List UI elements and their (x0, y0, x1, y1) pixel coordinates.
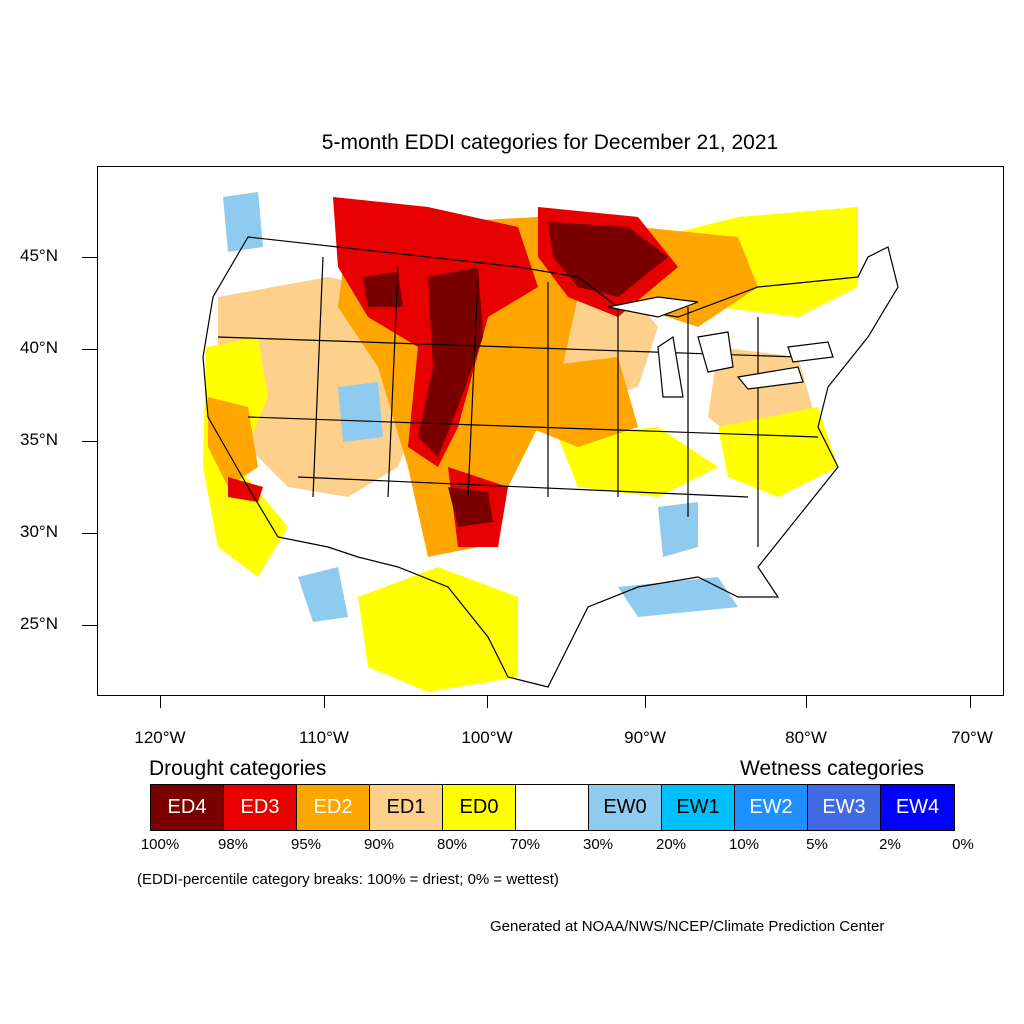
lat-label-45: 45°N (20, 246, 58, 265)
ed4-region (548, 222, 668, 297)
legend-swatch-ed1: ED1 (370, 785, 443, 830)
map-title: 5-month EDDI categories for December 21,… (321, 131, 779, 154)
lat-tick (82, 257, 97, 258)
percentile-label: 90% (363, 836, 395, 853)
boundaries (202, 236, 899, 688)
lon-label-110: 110°W (299, 728, 349, 747)
percentile-label: 95% (290, 836, 322, 853)
ed0-region (558, 427, 718, 497)
ed2-region (528, 357, 638, 447)
legend-swatch-ew0: EW0 (589, 785, 662, 830)
legend-swatch-ew1: EW1 (662, 785, 735, 830)
percentile-label: 10% (728, 836, 760, 853)
ed0-region (203, 337, 288, 577)
percentile-label: 20% (655, 836, 687, 853)
percentile-label: 80% (436, 836, 468, 853)
great-lakes (607, 296, 834, 398)
lon-tick (487, 696, 488, 708)
ew0-region (618, 577, 738, 617)
legend-swatch-ew4: EW4 (881, 785, 954, 830)
lon-tick (324, 696, 325, 708)
lat-label-25: 25°N (20, 614, 58, 633)
lon-tick (970, 696, 971, 708)
percentile-label: 2% (879, 836, 901, 853)
lat-tick (82, 349, 97, 350)
legend-swatch-ed3: ED3 (224, 785, 297, 830)
legend-swatch-ed0: ED0 (443, 785, 516, 830)
legend-swatch-ed2: ED2 (297, 785, 370, 830)
lat-label-35: 35°N (20, 430, 58, 449)
legend-swatch-ed4: ED4 (151, 785, 224, 830)
percentile-label: 30% (582, 836, 614, 853)
category-note: (EDDI-percentile category breaks: 100% =… (137, 871, 559, 888)
ed2-region (208, 397, 258, 487)
lon-tick (645, 696, 646, 708)
legend-swatch-ew3: EW3 (808, 785, 881, 830)
percentile-label: 0% (952, 836, 974, 853)
ed3-region (228, 477, 263, 502)
percentile-label: 100% (140, 836, 180, 853)
lon-label-100: 100°W (461, 728, 513, 747)
lon-label-90: 90°W (624, 728, 666, 747)
lon-tick (160, 696, 161, 708)
category-shading (203, 192, 858, 692)
percentile-label: 98% (217, 836, 249, 853)
ed0-region (358, 567, 518, 692)
lon-label-70: 70°W (951, 728, 993, 747)
lon-tick (806, 696, 807, 708)
ed4-region (418, 267, 483, 457)
ed4-region (448, 487, 493, 527)
drought-heading: Drought categories (149, 757, 327, 780)
ed0-region (718, 407, 838, 497)
lat-label-30: 30°N (20, 522, 58, 541)
ew0-region (298, 567, 348, 622)
us-border (202, 236, 899, 688)
lon-label-80: 80°W (785, 728, 827, 747)
credit-line: Generated at NOAA/NWS/NCEP/Climate Predi… (490, 918, 885, 935)
wetness-heading: Wetness categories (740, 757, 925, 780)
legend-bar: ED4 ED3 ED2 ED1 ED0 EW0 EW1 EW2 EW3 EW4 (150, 784, 955, 831)
eddi-map (97, 166, 1004, 696)
ew0-region (223, 192, 263, 252)
lat-tick (82, 625, 97, 626)
lat-tick (82, 533, 97, 534)
lon-label-120: 120°W (134, 728, 186, 747)
lat-tick (82, 441, 97, 442)
ew0-region (658, 502, 698, 557)
ed4-region (363, 272, 403, 307)
percentile-label: 5% (806, 836, 828, 853)
lat-label-40: 40°N (20, 338, 58, 357)
ew0-region (338, 382, 383, 442)
legend-swatch-neutral (516, 785, 589, 830)
legend-swatch-ew2: EW2 (735, 785, 808, 830)
percentile-label: 70% (509, 836, 541, 853)
